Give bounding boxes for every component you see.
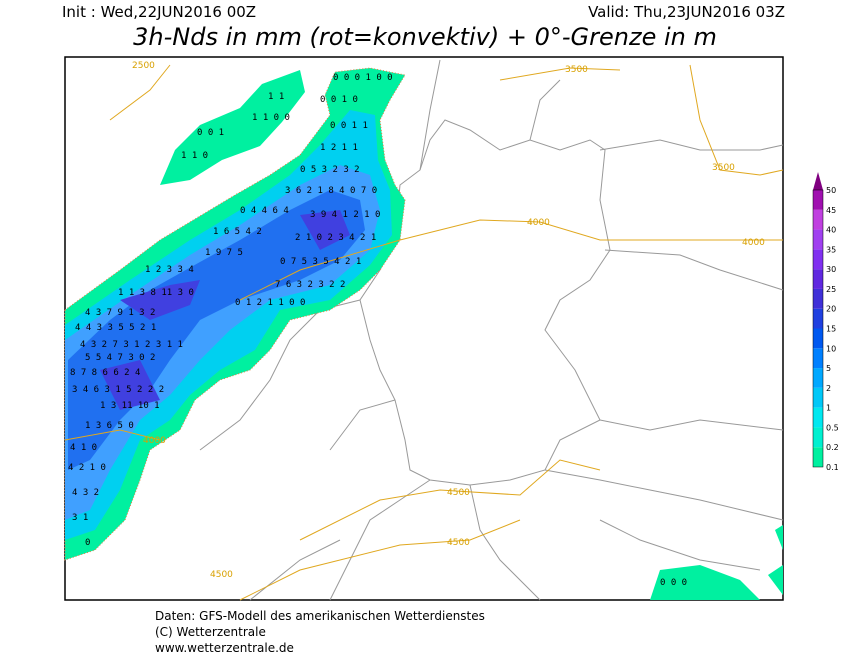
footer-line: (C) Wetterzentrale [155,625,266,639]
precip-label: 1 1 3 8 11 3 0 [118,288,194,298]
precip-label: 8 7 8 6 6 2 4 [70,368,140,378]
colorbar-segment [813,229,823,250]
precip-label: 4 4 3 3 5 5 2 1 [75,323,156,333]
colorbar-segment [813,447,823,467]
init-text: Init : Wed,22JUN2016 00Z [62,3,256,21]
precip-label: 1 3 6 5 0 [85,421,134,431]
contour-label: 3500 [565,65,588,75]
precip-label: 1 1 0 [181,151,208,161]
colorbar-segment [813,368,823,388]
precip-label: 4 1 0 [70,443,97,453]
colorbar-label: 45 [826,206,836,215]
colorbar-segment [813,190,823,210]
contour-label: 2500 [132,61,155,71]
colorbar-segment [813,348,823,369]
precip-label: 3 6 2 1 8 4 0 7 0 [285,186,377,196]
precip-label: 0 5 3 2 3 2 [300,165,360,175]
colorbar-label: 0.2 [826,443,839,452]
precip-label: 2 1 0 2 3 4 2 1 [295,233,376,243]
contour-label: 3500 [712,163,735,173]
precip-label: 0 1 2 1 1 0 0 [235,298,305,308]
precip-label: 5 5 4 7 3 0 2 [85,353,155,363]
colorbar-segment [813,249,823,270]
precip-label: 0 0 0 [660,578,687,588]
colorbar-label: 2 [826,384,831,393]
precip-label: 4 3 2 [72,488,99,498]
colorbar-segment [813,209,823,230]
contour-label: 4000 [527,218,550,228]
colorbar-segment [813,308,823,329]
contour-label: 4000 [742,238,765,248]
colorbar-segment [813,387,823,408]
precip-label: 0 0 1 [197,128,224,138]
precip-label: 0 [85,538,90,548]
precip-label: 4 3 2 7 3 1 2 3 1 1 [80,340,183,350]
contour-label: 4500 [447,488,470,498]
colorbar-segment [813,407,823,428]
colorbar-label: 50 [826,186,836,195]
colorbar-label: 25 [826,285,836,294]
precip-label: 1 2 3 3 4 [145,265,194,275]
colorbar-segment [813,328,823,349]
precip-label: 3 4 6 3 1 5 2 2 2 [72,385,164,395]
precip-label: 1 6 5 4 2 [213,227,262,237]
colorbar-label: 10 [826,344,836,353]
freezing-level-contours [64,64,784,601]
precip-label: 0 0 1 0 [320,95,358,105]
map: 0 0 0 1 0 0 0 0 1 0 0 0 1 1 1 1 1 1 0 0 0 0 1… [64,56,784,601]
map-title: 3h-Nds in mm (rot=konvektiv) + 0°-Grenze… [133,23,717,51]
precip-label: 3 9 4 1 2 1 0 [310,210,380,220]
precip-labels: 0 0 0 1 0 0 0 0 1 0 0 0 1 1 1 1 1 1 0 0 0 0 1… [68,73,687,588]
precip-label: 7 6 3 2 3 2 2 [275,280,345,290]
borders [199,59,784,601]
footer-line: Daten: GFS-Modell des amerikanischen Wet… [155,609,485,623]
colorbar-label: 20 [826,305,836,314]
precip-label: 1 3 11 10 1 [100,401,160,411]
colorbar-label: 1 [826,404,831,413]
precip-label: 3 1 [72,513,88,523]
colorbar-label: 35 [826,245,836,254]
precip-label: 1 2 1 1 [320,143,358,153]
colorbar-segment [813,427,823,448]
colorbar-label: 0.1 [826,463,839,472]
contour-label: 4500 [447,538,470,548]
colorbar-frame [812,189,824,468]
precip-label: 0 4 4 6 4 [240,206,289,216]
colorbar-arrow [813,172,823,190]
precip-label: 1 1 [268,92,284,102]
footer-line: www.wetterzentrale.de [155,641,294,655]
precip-label: 1 9 7 5 [205,248,243,258]
precip-label: 0 7 5 3 5 4 2 1 [280,257,361,267]
colorbar-label: 5 [826,364,831,373]
precip-label: 1 1 0 0 [252,113,290,123]
contour-labels: 2500 3500 3500 4000 4000 4000 4500 4500 4500 [132,61,765,580]
contour-label: 4500 [210,570,233,580]
precip-label: 0 0 0 1 0 0 [333,73,393,83]
precip-label: 0 0 1 1 [330,121,368,131]
precip-label: 4 3 7 9 1 3 2 [85,308,155,318]
colorbar-label: 30 [826,265,836,274]
colorbar-segment [813,288,823,309]
colorbar-label: 40 [826,226,836,235]
colorbar-label: 0.5 [826,423,839,432]
colorbar-segment [813,269,823,289]
contour-label: 4000 [143,436,166,446]
colorbar-label: 15 [826,325,836,334]
precip-label: 4 2 1 0 [68,463,106,473]
valid-text: Valid: Thu,23JUN2016 03Z [588,3,785,21]
